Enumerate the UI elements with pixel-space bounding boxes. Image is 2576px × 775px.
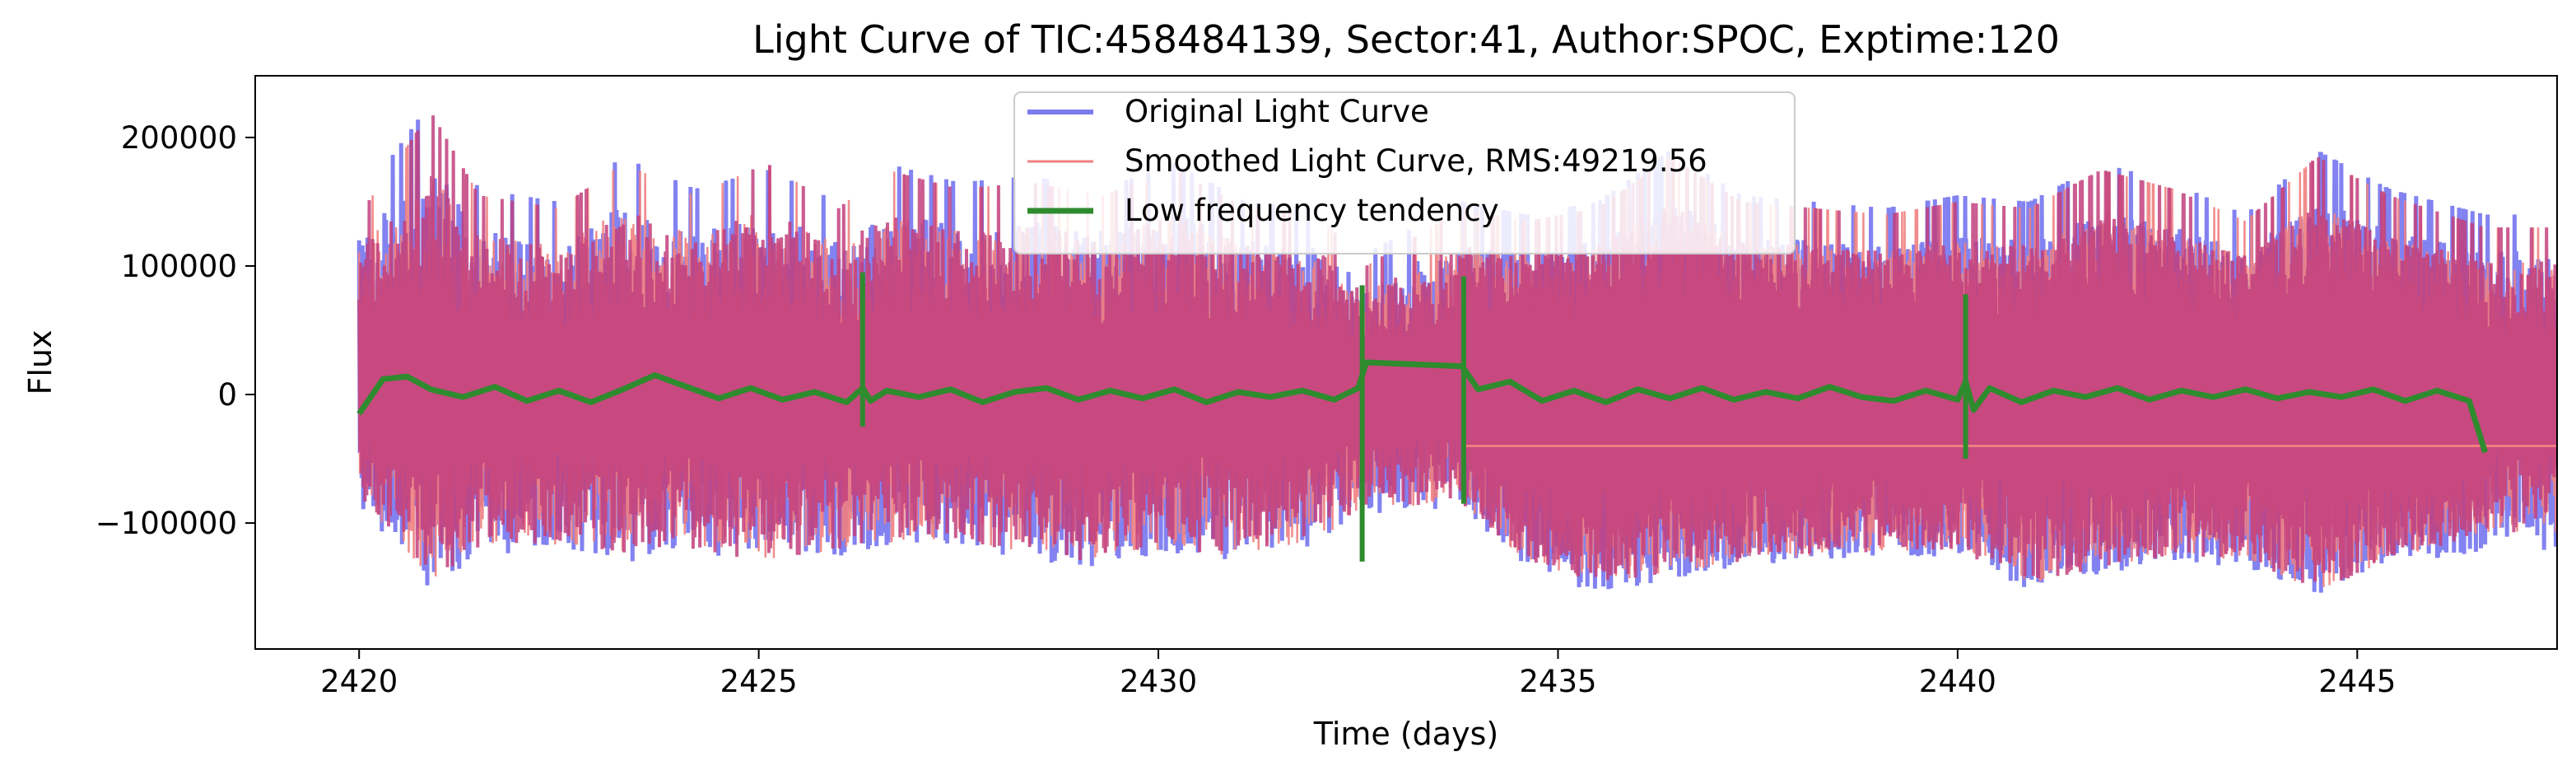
- x-tick-label: 2435: [1519, 664, 1596, 699]
- x-axis-label: Time (days): [1313, 716, 1498, 752]
- legend-label: Original Light Curve: [1125, 94, 1429, 129]
- y-tick-label: 200000: [121, 120, 237, 156]
- y-tick-label: 0: [217, 377, 237, 413]
- y-tick-label: −100000: [95, 506, 237, 541]
- y-tick-label: 100000: [121, 249, 237, 284]
- legend-label: Low frequency tendency: [1125, 193, 1499, 228]
- x-tick-label: 2440: [1919, 664, 1996, 699]
- x-tick-label: 2420: [320, 664, 398, 699]
- x-tick-label: 2445: [2318, 664, 2396, 699]
- legend-label: Smoothed Light Curve, RMS:49219.56: [1125, 143, 1707, 179]
- x-tick-label: 2430: [1120, 664, 1197, 699]
- legend: Original Light Curve Smoothed Light Curve…: [1014, 92, 1795, 254]
- chart-title: Light Curve of TIC:458484139, Sector:41,…: [752, 17, 2060, 62]
- x-tick-label: 2425: [720, 664, 798, 699]
- y-axis-label: Flux: [22, 330, 58, 395]
